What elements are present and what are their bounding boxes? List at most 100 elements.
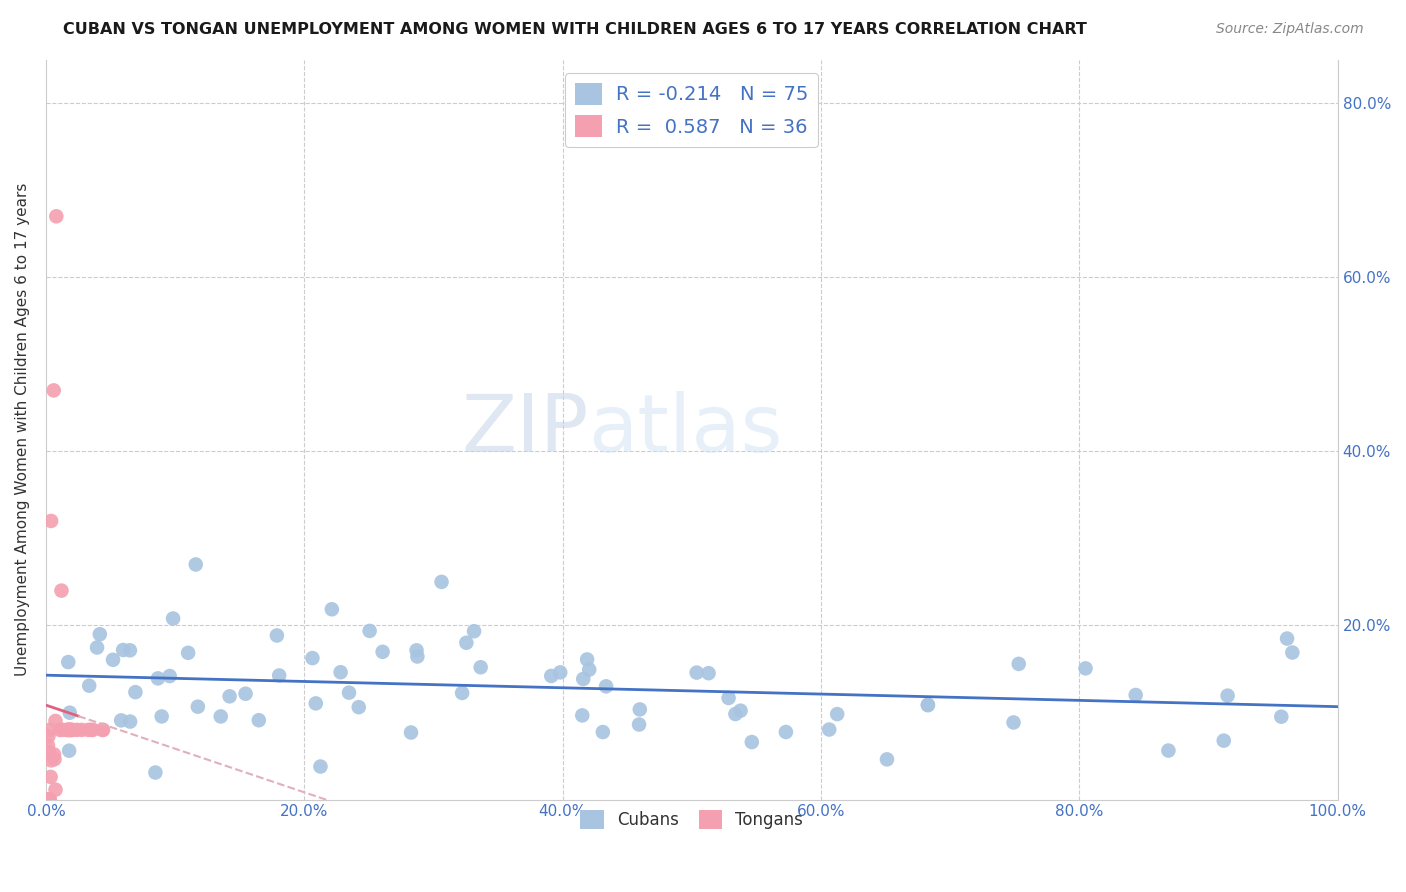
- Point: [1270, 709, 1292, 723]
- Point: [82, 723, 104, 737]
- Point: [56, 723, 79, 737]
- Point: [329, 665, 352, 680]
- Point: [51, 723, 73, 737]
- Point: [58, 723, 80, 737]
- Point: [159, 669, 181, 683]
- Point: [77, 723, 100, 737]
- Point: [58, 655, 80, 669]
- Point: [110, 714, 132, 728]
- Point: [145, 765, 167, 780]
- Point: [595, 679, 617, 693]
- Point: [337, 685, 360, 699]
- Point: [578, 663, 600, 677]
- Point: [51, 583, 73, 598]
- Point: [37, 730, 59, 744]
- Point: [38, 792, 60, 806]
- Point: [741, 735, 763, 749]
- Point: [59, 723, 82, 737]
- Point: [347, 700, 370, 714]
- Point: [628, 717, 651, 731]
- Point: [42, 747, 65, 762]
- Point: [35, 745, 58, 759]
- Y-axis label: Unemployment Among Women with Children Ages 6 to 17 years: Unemployment Among Women with Children A…: [15, 183, 30, 676]
- Point: [49, 723, 72, 737]
- Point: [42, 384, 65, 398]
- Point: [38, 745, 60, 759]
- Point: [406, 649, 429, 664]
- Text: atlas: atlas: [589, 391, 783, 468]
- Point: [150, 709, 173, 723]
- Point: [56, 723, 79, 737]
- Point: [321, 602, 343, 616]
- Point: [685, 665, 707, 680]
- Point: [917, 698, 939, 712]
- Point: [592, 725, 614, 739]
- Point: [37, 792, 59, 806]
- Point: [235, 687, 257, 701]
- Point: [58, 744, 80, 758]
- Point: [405, 643, 427, 657]
- Point: [187, 699, 209, 714]
- Point: [1275, 632, 1298, 646]
- Point: [120, 714, 142, 729]
- Point: [91, 723, 114, 737]
- Point: [1074, 661, 1097, 675]
- Point: [571, 708, 593, 723]
- Text: ZIP: ZIP: [461, 391, 589, 468]
- Point: [430, 574, 453, 589]
- Point: [86, 640, 108, 655]
- Point: [456, 636, 478, 650]
- Point: [77, 679, 100, 693]
- Point: [463, 624, 485, 639]
- Point: [730, 704, 752, 718]
- Point: [101, 653, 124, 667]
- Point: [1008, 657, 1031, 671]
- Point: [209, 709, 232, 723]
- Legend: Cubans, Tongans: Cubans, Tongans: [574, 803, 810, 836]
- Point: [112, 643, 135, 657]
- Point: [269, 668, 291, 682]
- Point: [876, 752, 898, 766]
- Point: [301, 651, 323, 665]
- Point: [572, 672, 595, 686]
- Point: [775, 725, 797, 739]
- Point: [247, 713, 270, 727]
- Point: [825, 707, 848, 722]
- Point: [1216, 689, 1239, 703]
- Point: [118, 643, 141, 657]
- Point: [1212, 733, 1234, 747]
- Point: [70, 723, 93, 737]
- Point: [266, 628, 288, 642]
- Point: [60, 723, 83, 737]
- Point: [399, 725, 422, 739]
- Point: [184, 558, 207, 572]
- Point: [576, 652, 599, 666]
- Point: [45, 209, 67, 223]
- Point: [44, 714, 66, 728]
- Point: [724, 706, 747, 721]
- Point: [218, 690, 240, 704]
- Point: [359, 624, 381, 638]
- Point: [60, 723, 83, 737]
- Point: [162, 611, 184, 625]
- Point: [59, 706, 82, 720]
- Point: [309, 759, 332, 773]
- Point: [548, 665, 571, 680]
- Point: [37, 739, 59, 753]
- Point: [124, 685, 146, 699]
- Point: [628, 702, 651, 716]
- Point: [371, 645, 394, 659]
- Point: [917, 698, 939, 713]
- Point: [1281, 646, 1303, 660]
- Point: [38, 792, 60, 806]
- Point: [39, 770, 62, 784]
- Point: [177, 646, 200, 660]
- Point: [451, 686, 474, 700]
- Point: [1125, 688, 1147, 702]
- Point: [697, 666, 720, 681]
- Point: [1002, 715, 1025, 730]
- Point: [44, 752, 66, 766]
- Point: [89, 627, 111, 641]
- Point: [91, 723, 114, 737]
- Point: [39, 753, 62, 767]
